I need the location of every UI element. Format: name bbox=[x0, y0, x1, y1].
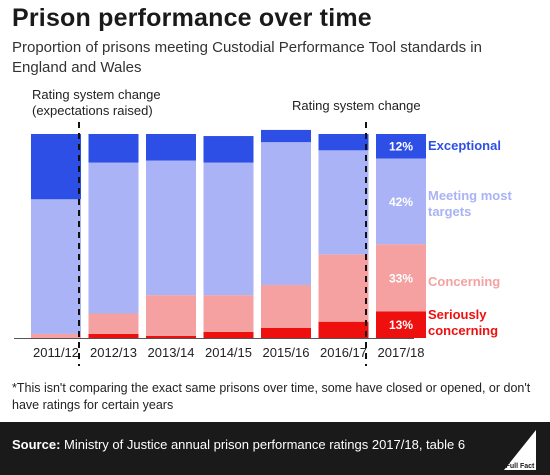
bar-segment-seriously-concerning-2013-14 bbox=[146, 335, 196, 338]
chart-title: Prison performance over time bbox=[12, 4, 372, 32]
bar-segment-exceptional-2017-18 bbox=[376, 134, 426, 159]
annotation-rating-change-2: Rating system change bbox=[292, 98, 421, 113]
x-tick-label: 2017/18 bbox=[378, 345, 425, 360]
bar-segment-concerning-2016-17 bbox=[318, 254, 369, 322]
bar-segment-meeting-most-targets-2013-14 bbox=[146, 160, 196, 296]
data-label-seriously-concerning: 13% bbox=[389, 318, 413, 332]
logo-text: Full Fact bbox=[506, 463, 535, 470]
x-tick-label: 2011/12 bbox=[33, 345, 79, 360]
bar-segment-exceptional-2012-13 bbox=[88, 134, 139, 163]
bar-segment-meeting-most-targets-2012-13 bbox=[88, 162, 139, 314]
bar-segment-seriously-concerning-2015-16 bbox=[261, 327, 311, 338]
bar-segment-concerning-2011-12 bbox=[31, 333, 81, 338]
bar-segment-exceptional-2015-16 bbox=[261, 129, 311, 143]
bar-segment-exceptional-2013-14 bbox=[146, 134, 196, 161]
full-fact-logo-icon: Full Fact bbox=[504, 430, 536, 470]
bar-segment-exceptional-2016-17 bbox=[318, 134, 369, 151]
legend-meeting-most-targets: Meeting most bbox=[428, 188, 512, 203]
bar-segment-meeting-most-targets-2016-17 bbox=[318, 150, 369, 255]
chart-subtitle: Proportion of prisons meeting Custodial … bbox=[12, 39, 482, 76]
x-tick-label: 2014/15 bbox=[205, 345, 252, 360]
x-tick-label: 2012/13 bbox=[90, 345, 137, 360]
legend-meeting-most-targets: targets bbox=[428, 204, 471, 219]
x-tick-label: 2013/14 bbox=[148, 345, 195, 360]
source-text: Ministry of Justice annual prison perfor… bbox=[64, 437, 466, 452]
bar-segment-concerning-2015-16 bbox=[261, 284, 311, 328]
annotation-rating-change-1: Rating system change bbox=[32, 87, 161, 102]
legend-seriously-concerning: Seriously bbox=[428, 307, 487, 322]
annotation-rating-change-1: (expectations raised) bbox=[32, 103, 153, 118]
legend-exceptional: Exceptional bbox=[428, 138, 501, 153]
footer-bar: Source: Ministry of Justice annual priso… bbox=[0, 422, 550, 475]
bar-segment-concerning-2013-14 bbox=[146, 295, 196, 336]
source-label: Source: bbox=[12, 437, 61, 452]
bar-segment-exceptional-2011-12 bbox=[31, 134, 81, 200]
bar-segment-seriously-concerning-2014-15 bbox=[203, 331, 254, 338]
bar-segment-concerning-2017-18 bbox=[376, 244, 426, 312]
source-credit: Source: Ministry of Justice annual priso… bbox=[12, 437, 465, 452]
bar-segment-meeting-most-targets-2011-12 bbox=[31, 199, 81, 334]
data-label-concerning: 33% bbox=[389, 271, 413, 285]
bar-segment-concerning-2014-15 bbox=[203, 295, 254, 332]
x-tick-label: 2015/16 bbox=[263, 345, 310, 360]
bar-segment-exceptional-2014-15 bbox=[203, 136, 254, 163]
data-label-exceptional: 12% bbox=[389, 140, 413, 154]
data-label-meeting-most-targets: 42% bbox=[389, 195, 413, 209]
bar-segment-meeting-most-targets-2014-15 bbox=[203, 162, 254, 296]
bar-segment-meeting-most-targets-2015-16 bbox=[261, 142, 311, 285]
stacked-bar-chart: 2011/12 2012/13 2013/14 2014/15 2015/16 2016/… bbox=[14, 87, 512, 366]
legend-seriously-concerning: concerning bbox=[428, 323, 498, 338]
bar-segment-seriously-concerning-2016-17 bbox=[318, 321, 369, 338]
bar-segment-seriously-concerning-2017-18 bbox=[376, 311, 426, 338]
bar-segment-meeting-most-targets-2017-18 bbox=[376, 158, 426, 245]
footnote: *This isn't comparing the exact same pri… bbox=[12, 381, 531, 412]
bar-segment-seriously-concerning-2012-13 bbox=[88, 333, 139, 338]
bar-segment-concerning-2012-13 bbox=[88, 313, 139, 334]
x-tick-label: 2016/17 bbox=[320, 345, 367, 360]
legend-concerning: Concerning bbox=[428, 274, 500, 289]
